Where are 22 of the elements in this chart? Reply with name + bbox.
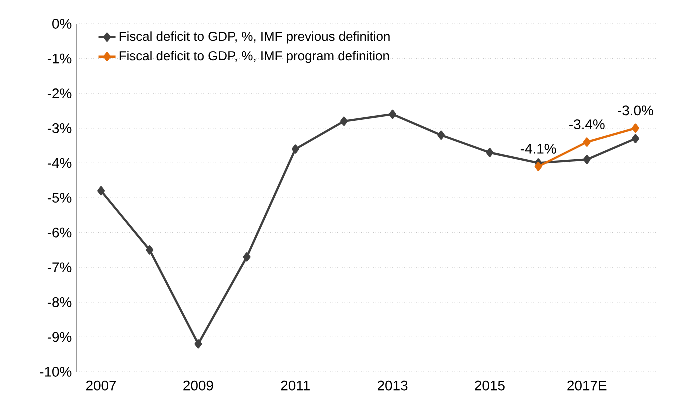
data-label: -3.4% [570,120,605,130]
y-tick-label: -9% [48,332,72,342]
x-tick-label: 2013 [378,380,408,391]
data-label: -3.0% [618,106,654,116]
y-tick-label: 0% [52,19,72,29]
x-tick-label: 2017E [568,380,607,391]
x-tick-label: 2015 [475,380,505,391]
x-tick-label: 2011 [281,380,310,391]
legend-label: Fiscal deficit to GDP, %, IMF previous definition [120,32,390,44]
y-tick-label: -6% [48,228,72,238]
legend-label: Fiscal deficit to GDP, %, IMF program definition [120,51,390,64]
y-tick-label: -10% [40,367,72,377]
data-label: -4.1% [520,144,556,154]
x-tick-label: 2007 [86,380,116,391]
y-tick-label: -7% [48,262,72,272]
y-tick-label: -4% [48,158,72,168]
y-tick-label: -8% [48,297,72,308]
y-tick-label: -1% [48,54,72,64]
y-tick-label: -5% [48,193,72,203]
y-tick-label: -3% [48,123,72,134]
x-tick-label: 2009 [184,380,214,391]
y-tick-label: -2% [48,88,72,99]
